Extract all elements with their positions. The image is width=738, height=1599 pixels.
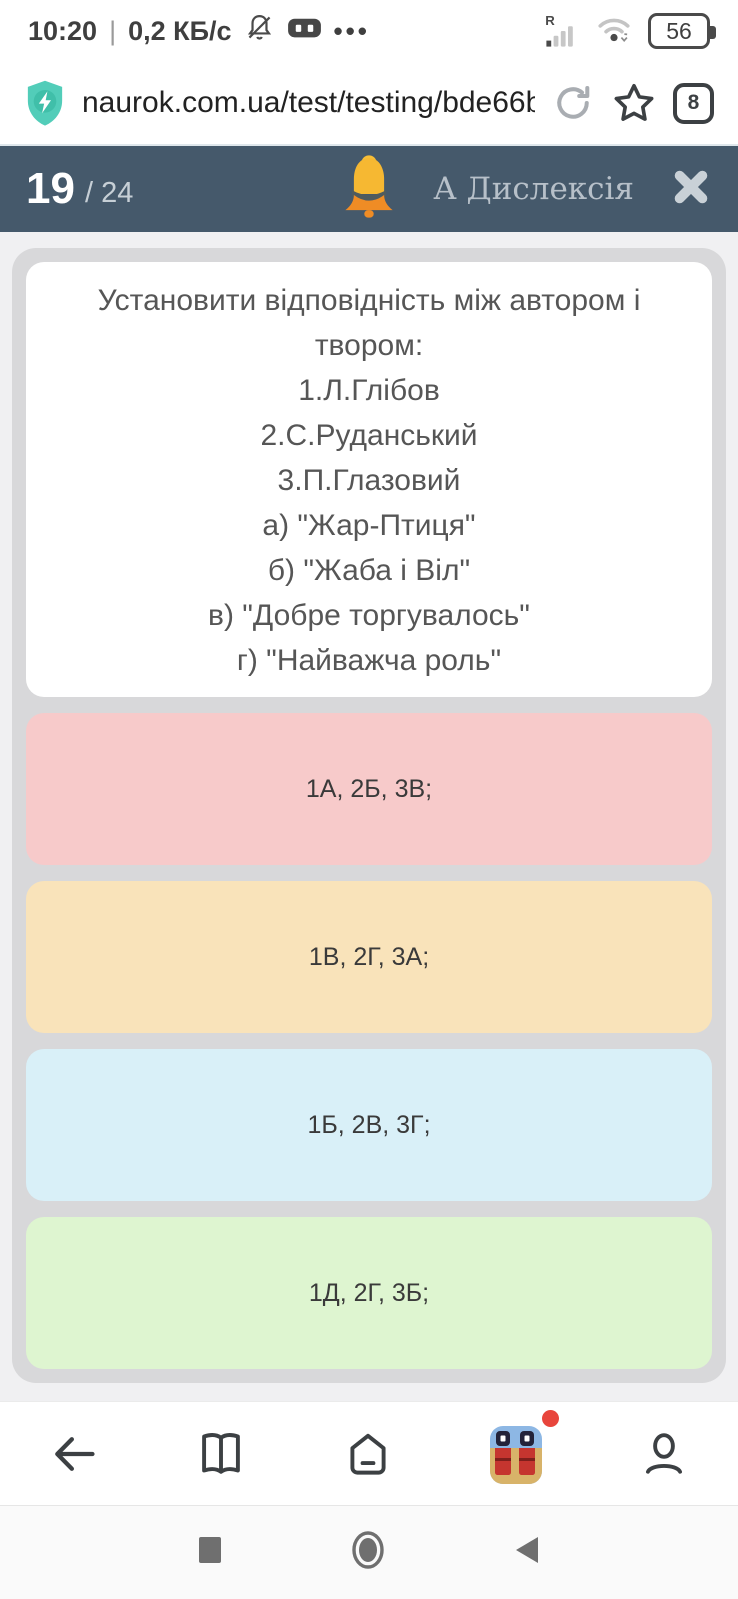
battery-percent: 56 (666, 17, 692, 44)
game-app-icon[interactable] (489, 1409, 559, 1486)
tabs-icon[interactable]: 8 (673, 82, 714, 124)
refresh-icon[interactable] (551, 81, 595, 125)
android-back-icon[interactable] (514, 1535, 540, 1570)
question-total: / 24 (84, 176, 134, 209)
answer-option-4[interactable]: 1Д, 2Г, 3Б; (26, 1217, 712, 1369)
url-text[interactable]: naurok.com.ua/test/testing/bde66b65 (82, 86, 535, 119)
tab-count: 8 (687, 91, 700, 114)
muted-bell-icon (244, 12, 275, 50)
book-icon[interactable] (195, 1428, 247, 1480)
profile-icon[interactable] (638, 1428, 690, 1480)
question-panel: Установити відповідність між автором і т… (12, 248, 726, 1383)
answer-option-3[interactable]: 1Б, 2В, 3Г; (26, 1049, 712, 1201)
android-recents-icon[interactable] (198, 1536, 222, 1569)
battery-icon: 56 (648, 13, 716, 49)
status-separator: | (109, 15, 117, 46)
status-bar: 10:20 | 0,2 КБ/с ••• R 56 (0, 0, 738, 62)
close-icon[interactable] (670, 166, 712, 213)
android-nav-bar (0, 1505, 738, 1599)
quiz-body: Установити відповідність між автором і т… (0, 232, 738, 1401)
question-line: б) "Жаба і Віл" (267, 554, 471, 587)
bell-icon[interactable] (340, 153, 398, 226)
answer-option-1[interactable]: 1А, 2Б, 3В; (26, 713, 712, 865)
question-line: 1.Л.Глібов (298, 374, 440, 407)
home-icon[interactable] (342, 1428, 394, 1480)
android-home-icon[interactable] (352, 1531, 384, 1574)
question-line: г) "Найважча роль" (236, 644, 502, 677)
back-arrow-icon[interactable] (48, 1428, 100, 1480)
gamepad-icon (287, 14, 322, 48)
notification-dot (542, 1409, 559, 1427)
question-line: 3.П.Глазовий (277, 464, 461, 497)
clock: 10:20 (28, 15, 98, 46)
star-icon[interactable] (611, 80, 657, 126)
signal-icon: R (544, 13, 580, 49)
question-line: в) "Добре торгувалось" (208, 599, 530, 632)
shield-icon[interactable] (24, 79, 66, 127)
answer-option-label: 1А, 2Б, 3В; (305, 774, 433, 803)
question-line: 2.С.Руданський (260, 419, 478, 452)
browser-url-bar: naurok.com.ua/test/testing/bde66b65 8 (0, 62, 738, 146)
question-card: Установити відповідність між автором і т… (26, 262, 712, 697)
answer-option-label: 1Б, 2В, 3Г; (307, 1110, 431, 1139)
dyslexia-toggle[interactable]: А Дислексія (433, 171, 634, 207)
answer-option-label: 1Д, 2Г, 3Б; (308, 1278, 430, 1307)
browser-bottom-nav (0, 1401, 738, 1505)
more-notifications-dots: ••• (333, 15, 370, 46)
wifi-icon (596, 12, 632, 51)
answer-option-label: 1В, 2Г, 3А; (308, 942, 430, 971)
question-number: 19 (26, 164, 75, 213)
network-speed: 0,2 КБ/с (128, 15, 232, 46)
svg-text:R: R (545, 13, 555, 28)
answer-option-2[interactable]: 1В, 2Г, 3А; (26, 881, 712, 1033)
quiz-header: 19 / 24 А Дислексія (0, 146, 738, 232)
question-line: Установити відповідність між автором і т… (97, 284, 641, 362)
question-line: а) "Жар-Птиця" (262, 509, 476, 542)
